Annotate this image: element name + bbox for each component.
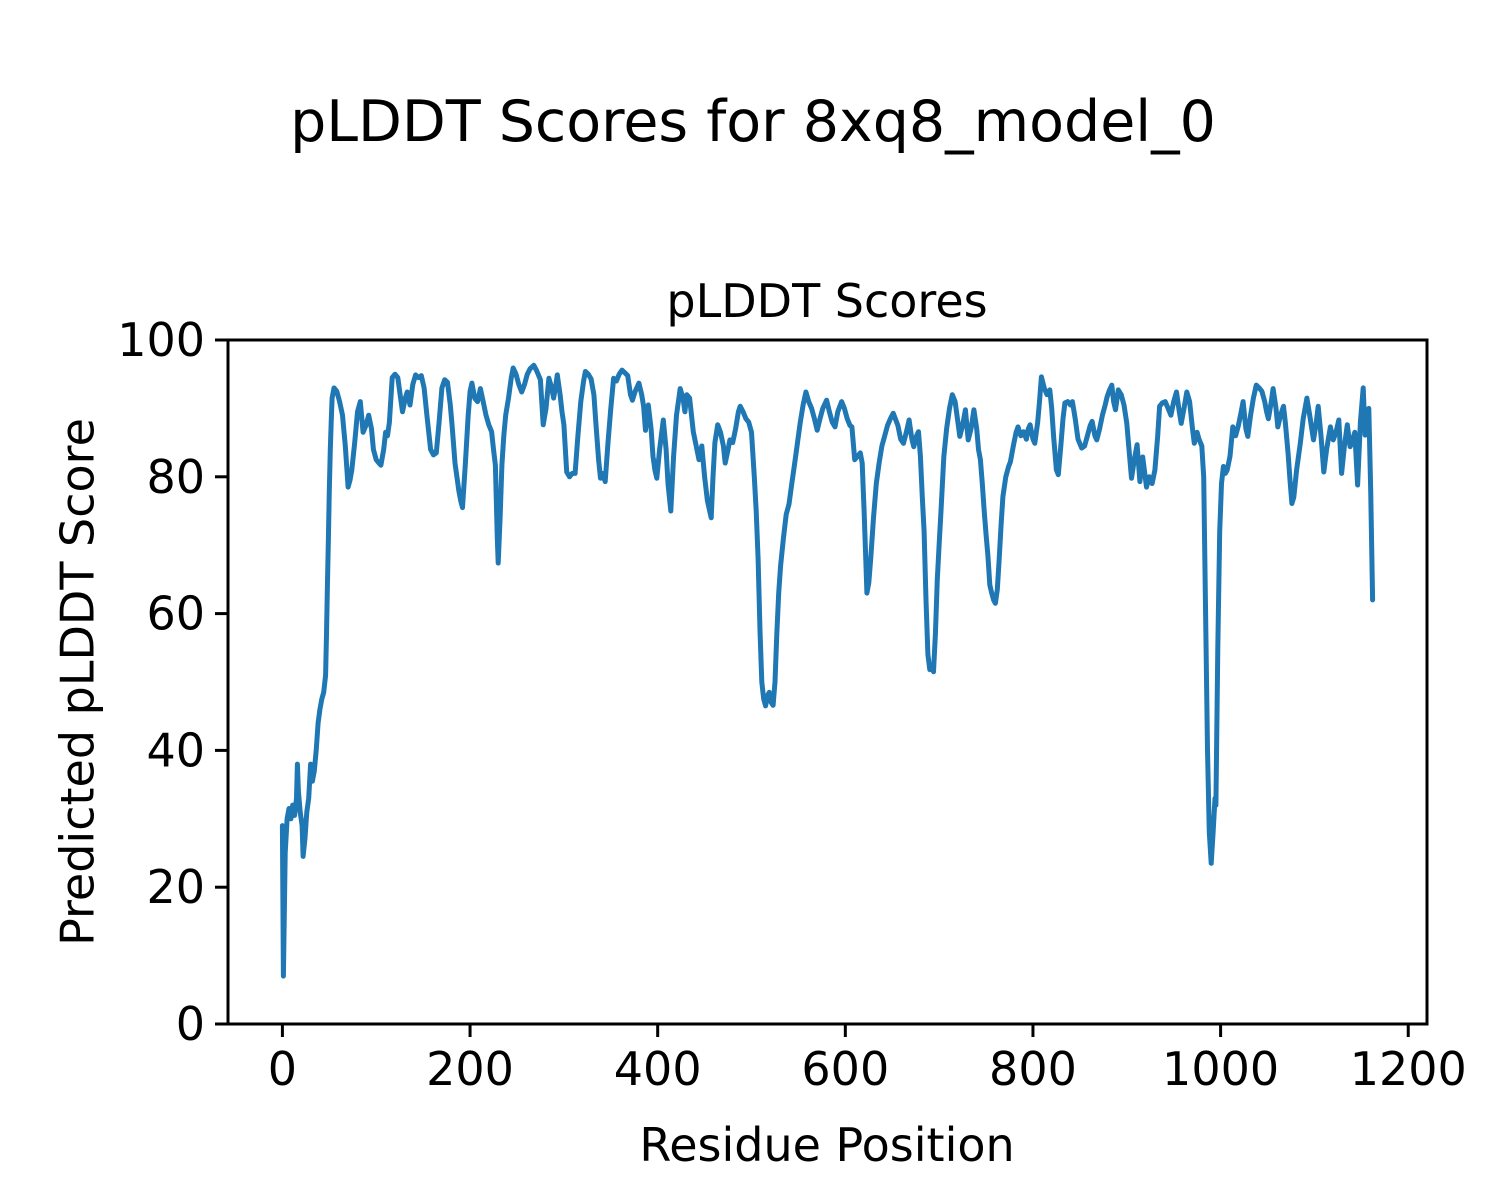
plddt-line-series xyxy=(279,362,1376,979)
y-tick-label: 40 xyxy=(146,723,205,777)
x-axis-label: Residue Position xyxy=(639,1118,1015,1172)
x-tick-label: 200 xyxy=(426,1042,514,1096)
axes-title: pLDDT Scores xyxy=(666,274,988,328)
x-tick-label: 0 xyxy=(268,1042,297,1096)
axes-frame xyxy=(226,338,1429,1026)
x-tick-label: 400 xyxy=(614,1042,702,1096)
figure-title: pLDDT Scores for 8xq8_model_0 xyxy=(290,89,1216,155)
y-tick-label: 60 xyxy=(146,587,205,641)
y-tick-label: 20 xyxy=(146,860,205,914)
x-tick-label: 1200 xyxy=(1350,1042,1467,1096)
axis-ticks xyxy=(215,338,1410,1037)
y-tick-label: 0 xyxy=(176,997,205,1051)
axis-tick-labels: 0 200 400 600 800 1000 1200 0 20 40 60 80 100 xyxy=(117,313,1467,1096)
x-tick-label: 800 xyxy=(989,1042,1077,1096)
y-tick-label: 100 xyxy=(117,313,205,367)
x-tick-label: 1000 xyxy=(1162,1042,1279,1096)
x-tick-label: 600 xyxy=(801,1042,889,1096)
y-tick-label: 80 xyxy=(146,450,205,504)
